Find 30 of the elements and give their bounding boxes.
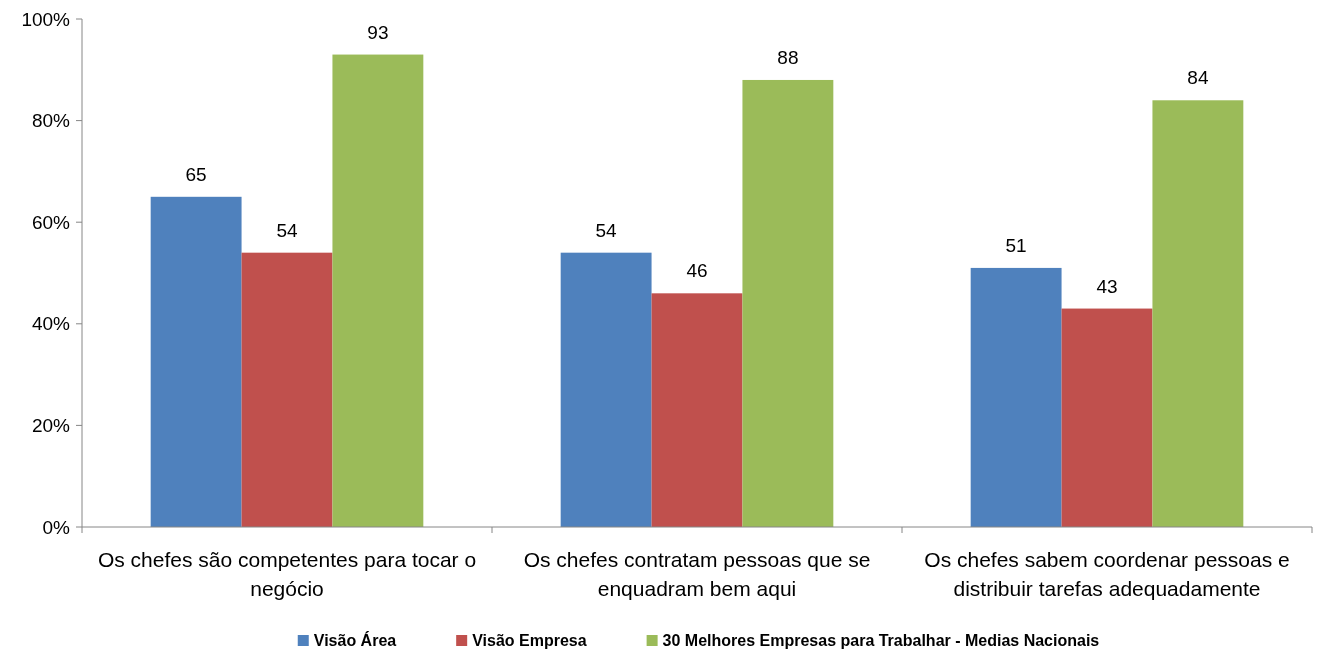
bar [332, 54, 424, 527]
legend-label: Visão Empresa [472, 632, 587, 649]
data-label: 54 [595, 219, 618, 241]
legend-label: Visão Área [313, 631, 397, 649]
bar [651, 293, 743, 527]
bar [742, 79, 834, 527]
y-tick-label: 60% [31, 211, 71, 233]
x-tick-label: Os chefes são competentes para tocar o negócio [97, 548, 477, 600]
bar [1061, 308, 1153, 527]
data-label: 93 [367, 21, 389, 43]
data-label: 43 [1096, 275, 1118, 297]
bar [1152, 100, 1244, 527]
y-tick-label: 80% [31, 110, 71, 132]
data-label: 84 [1187, 67, 1209, 89]
x-tick-label: Os chefes contratam pessoas que se enquadram bem aqui [523, 548, 871, 600]
y-tick-label: 100% [21, 8, 71, 30]
bar [241, 252, 333, 527]
y-tick-label: 0% [42, 516, 71, 538]
bar [150, 196, 242, 527]
data-label: 46 [686, 260, 708, 282]
y-tick-label: 40% [31, 313, 71, 335]
legend-label: 30 Melhores Empresas para Trabalhar - Medias Nacionais [662, 632, 1100, 649]
y-tick-label: 20% [31, 415, 71, 437]
x-tick-label: Os chefes sabem coordenar pessoas e distribuir tarefas adequadamente [924, 548, 1290, 600]
data-label: 51 [1005, 234, 1027, 256]
bar [560, 252, 652, 527]
data-label: 54 [276, 219, 298, 241]
data-label: 65 [185, 163, 207, 185]
data-label: 88 [777, 46, 799, 68]
bar [970, 267, 1062, 527]
